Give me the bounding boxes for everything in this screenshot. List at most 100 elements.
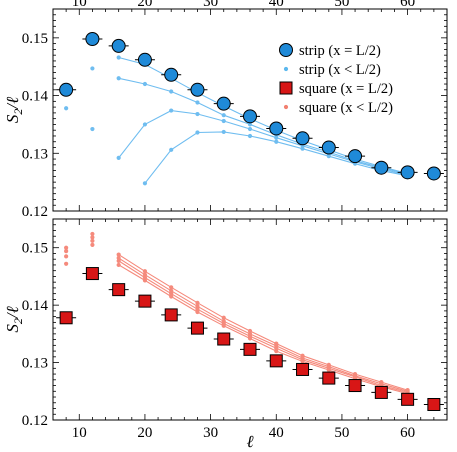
- data-point-circle: [269, 121, 284, 136]
- data-point-square: [85, 267, 99, 281]
- data-point-circle: [216, 96, 231, 111]
- x-tick-label: 40: [269, 425, 284, 441]
- data-point-small: [326, 154, 331, 159]
- data-point-square: [164, 308, 178, 322]
- data-point-small: [247, 133, 253, 139]
- data-point-small: [195, 309, 200, 315]
- series-line: [118, 257, 408, 392]
- data-point-small: [247, 331, 253, 336]
- data-point-small: [116, 262, 121, 268]
- data-point-circle: [374, 160, 389, 175]
- data-point-small: [405, 388, 410, 393]
- data-point-square: [59, 311, 73, 325]
- y-axis-label-sub: 2: [11, 109, 25, 115]
- y-tick-label: 0.15: [22, 241, 48, 257]
- data-point-small: [64, 254, 69, 259]
- data-point-small: [195, 130, 200, 135]
- data-point-small: [90, 66, 95, 71]
- data-point-small: [116, 155, 121, 161]
- data-point-square: [269, 354, 283, 368]
- legend-marker-square: [279, 81, 293, 95]
- series-line: [118, 110, 408, 176]
- legend-label: strip (x = L/2): [299, 43, 381, 59]
- data-point-small: [169, 108, 174, 113]
- data-point-square: [348, 379, 362, 393]
- y-tick-label: 0.15: [22, 31, 48, 47]
- data-point-square: [190, 321, 204, 335]
- data-point-small: [116, 55, 121, 60]
- top-axis-tick-label: 30: [203, 0, 218, 10]
- data-point-square: [243, 342, 257, 356]
- data-point-small: [326, 362, 331, 367]
- data-point-small: [142, 275, 148, 280]
- data-point-circle: [85, 32, 100, 47]
- y-axis-label-tail: /ℓ: [3, 306, 22, 319]
- data-point-small: [169, 294, 174, 299]
- data-point-small: [169, 288, 174, 293]
- data-point-small: [247, 122, 253, 127]
- data-point-small: [116, 76, 121, 81]
- data-point-small: [247, 126, 253, 132]
- data-point-small: [142, 122, 148, 127]
- y-axis-label: S2/ℓ: [3, 97, 25, 123]
- y-axis-label-main: S: [3, 324, 22, 333]
- data-point-small: [116, 252, 121, 257]
- data-point-small: [64, 249, 69, 254]
- data-point-small: [221, 319, 226, 324]
- data-point-small: [64, 245, 69, 250]
- data-point-square: [374, 385, 388, 399]
- data-point-small: [274, 139, 279, 144]
- panel-top: 0.12 0.13 0.14 0.15 10 20 30 40 50 60 S2/ℓ strip (x…: [3, 0, 448, 220]
- series-line: [118, 264, 408, 395]
- data-point-circle: [321, 140, 336, 155]
- data-point-small: [247, 328, 253, 334]
- y-tick-label: 0.14: [22, 89, 49, 105]
- data-point-small: [142, 272, 148, 277]
- data-point-small: [142, 181, 148, 186]
- x-tick-label: 30: [203, 425, 218, 441]
- data-point-square: [138, 294, 152, 308]
- data-point-square: [217, 332, 231, 346]
- data-point-small: [169, 89, 174, 94]
- data-point-small: [64, 106, 69, 111]
- legend-label: square (x < L/2): [299, 100, 393, 116]
- y-tick-label: 0.14: [22, 298, 49, 314]
- data-point-small: [195, 111, 200, 117]
- panel-bottom: 0.12 0.13 0.14 0.15 10 20 30 40 50 60 S2/ℓ: [3, 218, 448, 441]
- data-point-small: [142, 81, 148, 87]
- data-point-small: [90, 126, 95, 132]
- data-point-circle: [111, 38, 126, 53]
- data-point-circle: [59, 82, 74, 97]
- data-point-small: [195, 307, 200, 312]
- data-point-circle: [295, 131, 310, 146]
- data-point-small: [221, 129, 226, 135]
- data-point-small: [169, 147, 174, 152]
- data-point-small: [274, 341, 279, 346]
- top-axis-tick-label: 20: [137, 0, 152, 10]
- data-point-circle: [243, 109, 257, 124]
- y-tick-label: 0.13: [22, 356, 48, 372]
- data-point-small: [90, 231, 95, 237]
- data-point-small: [300, 146, 305, 151]
- data-point-small: [195, 100, 200, 105]
- legend-label: square (x = L/2): [299, 81, 393, 97]
- data-point-square: [322, 371, 336, 385]
- y-tick-label: 0.12: [22, 413, 48, 429]
- x-tick-label: 50: [334, 425, 349, 441]
- data-point-square: [401, 392, 415, 406]
- series-line: [118, 260, 408, 393]
- data-point-small: [221, 118, 226, 124]
- top-axis-tick-label: 10: [72, 0, 87, 10]
- data-point-small: [169, 285, 174, 290]
- y-axis-label-sub: 2: [11, 318, 25, 324]
- data-point-small: [116, 255, 121, 261]
- data-point-small: [64, 261, 69, 266]
- data-point-circle: [348, 149, 363, 164]
- data-point-small: [116, 258, 121, 264]
- data-point-small: [90, 238, 95, 243]
- y-tick-label: 0.13: [22, 146, 48, 162]
- data-point-square: [427, 397, 441, 411]
- data-point-circle: [426, 166, 441, 181]
- series-line: [118, 254, 408, 391]
